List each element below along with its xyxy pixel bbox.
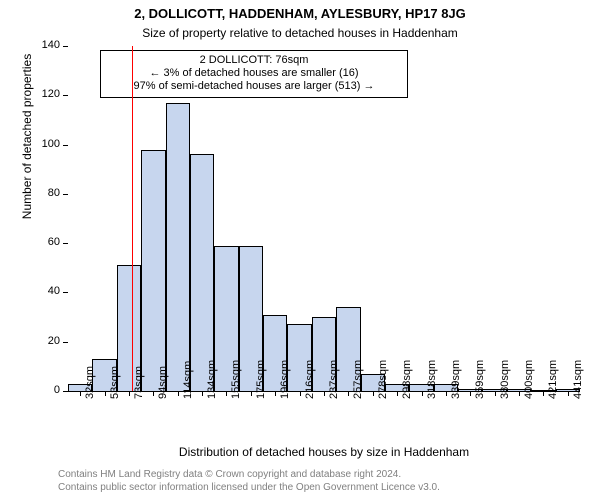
y-tick-label: 0 (30, 384, 60, 396)
x-tick-mark (275, 391, 276, 396)
y-tick-label: 40 (30, 285, 60, 297)
x-tick-mark (324, 391, 325, 396)
chart-supertitle: 2, DOLLICOTT, HADDENHAM, AYLESBURY, HP17… (0, 6, 600, 21)
y-tick-mark (63, 95, 68, 96)
histogram-bar (141, 150, 165, 392)
chart-container: { "supertitle": "2, DOLLICOTT, HADDENHAM… (0, 0, 600, 500)
attribution: Contains HM Land Registry data © Crown c… (58, 468, 440, 494)
y-tick-label: 60 (30, 236, 60, 248)
x-axis-label: Distribution of detached houses by size … (68, 445, 580, 459)
x-tick-mark (348, 391, 349, 396)
x-tick-mark (495, 391, 496, 396)
x-tick-mark (543, 391, 544, 396)
y-tick-label: 20 (30, 335, 60, 347)
y-tick-mark (63, 243, 68, 244)
y-tick-mark (63, 292, 68, 293)
y-tick-mark (63, 391, 68, 392)
x-tick-mark (519, 391, 520, 396)
plot-area (68, 46, 580, 392)
x-tick-mark (446, 391, 447, 396)
x-tick-mark (470, 391, 471, 396)
property-marker-line (132, 46, 133, 391)
x-tick-mark (226, 391, 227, 396)
attribution-line-2: Contains public sector information licen… (58, 481, 440, 494)
y-tick-label: 80 (30, 187, 60, 199)
attribution-line-1: Contains HM Land Registry data © Crown c… (58, 468, 440, 481)
x-tick-mark (153, 391, 154, 396)
x-tick-mark (80, 391, 81, 396)
y-tick-label: 100 (30, 138, 60, 150)
y-tick-mark (63, 145, 68, 146)
x-tick-mark (422, 391, 423, 396)
histogram-bar (166, 103, 190, 391)
x-tick-mark (105, 391, 106, 396)
x-tick-mark (373, 391, 374, 396)
x-tick-mark (178, 391, 179, 396)
x-tick-mark (202, 391, 203, 396)
y-tick-mark (63, 46, 68, 47)
y-tick-mark (63, 194, 68, 195)
x-tick-mark (129, 391, 130, 396)
y-tick-mark (63, 342, 68, 343)
y-tick-label: 140 (30, 39, 60, 51)
x-tick-mark (300, 391, 301, 396)
x-tick-mark (568, 391, 569, 396)
y-tick-label: 120 (30, 88, 60, 100)
x-tick-mark (251, 391, 252, 396)
chart-title: Size of property relative to detached ho… (0, 26, 600, 40)
x-tick-mark (397, 391, 398, 396)
histogram-bar (190, 154, 214, 391)
